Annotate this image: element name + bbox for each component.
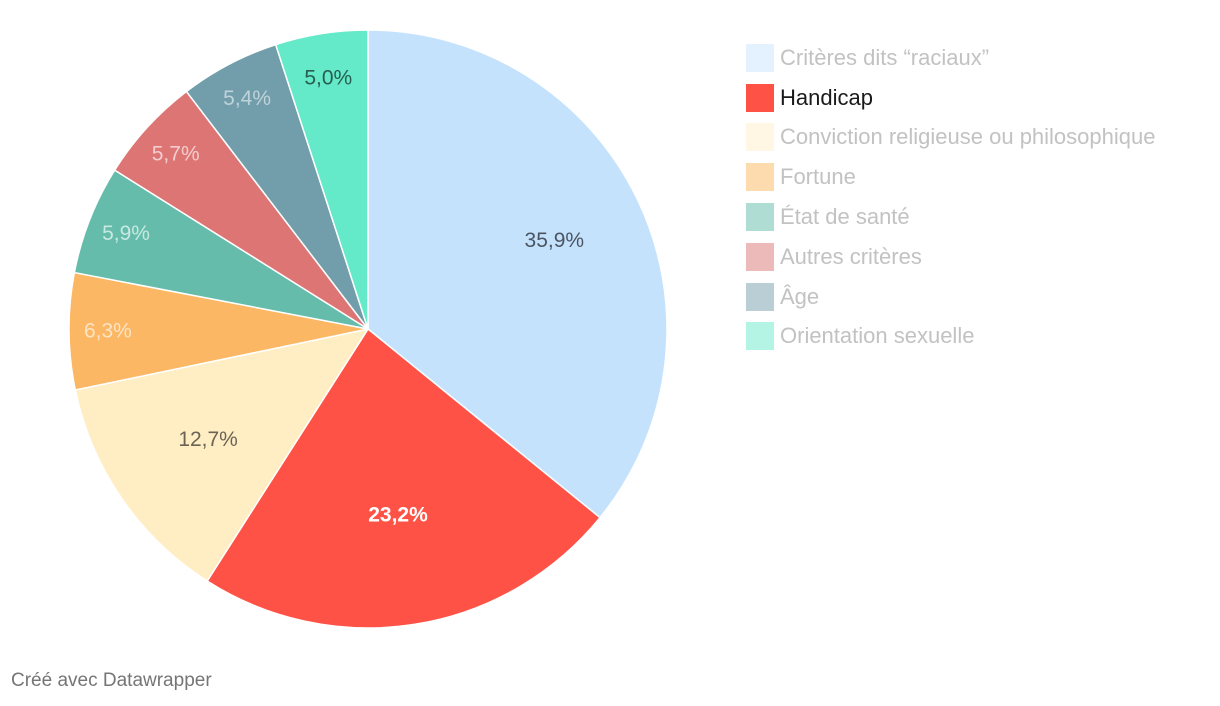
legend-swatch bbox=[746, 123, 774, 152]
legend-swatch bbox=[746, 83, 774, 112]
pie-slice bbox=[74, 328, 369, 582]
pie-slice bbox=[274, 29, 369, 330]
chart-legend: Critères dits “raciaux” Handicap Convictio… bbox=[746, 38, 1216, 356]
legend-swatch bbox=[746, 43, 774, 72]
legend-item: Handicap bbox=[746, 78, 1216, 118]
legend-item: Fortune bbox=[746, 157, 1216, 197]
slice-value-label: 12,7% bbox=[178, 428, 238, 451]
pie-chart: 35,9% 23,2% 12,7% 6,3% 5,9% 5,7% 5,4% 5,0% bbox=[68, 29, 668, 629]
slice-value-label: 35,9% bbox=[525, 229, 585, 252]
legend-item: Âge bbox=[746, 277, 1216, 317]
legend-swatch bbox=[746, 322, 774, 351]
legend-item: Autres critères bbox=[746, 237, 1216, 277]
legend-label: Fortune bbox=[780, 164, 856, 190]
legend-label: Conviction religieuse ou philosophique bbox=[780, 124, 1156, 150]
legend-label: Critères dits “raciaux” bbox=[780, 44, 990, 70]
pie-slice bbox=[206, 328, 601, 629]
slice-value-label: 23,2% bbox=[368, 504, 428, 527]
slice-value-label: 5,0% bbox=[304, 67, 352, 90]
slice-value-label: 6,3% bbox=[84, 320, 132, 343]
legend-swatch bbox=[746, 282, 774, 311]
legend-item: Critères dits “raciaux” bbox=[746, 38, 1216, 78]
legend-swatch bbox=[746, 242, 774, 271]
legend-swatch bbox=[746, 203, 774, 232]
legend-label: Autres critères bbox=[780, 243, 922, 269]
slice-value-label: 5,9% bbox=[102, 222, 150, 245]
legend-label: État de santé bbox=[780, 204, 910, 230]
legend-item: Orientation sexuelle bbox=[746, 317, 1216, 357]
pie-slice bbox=[68, 271, 369, 391]
legend-label: Handicap bbox=[780, 84, 873, 110]
legend-label: Âge bbox=[780, 283, 820, 309]
slice-value-label: 5,7% bbox=[152, 142, 200, 165]
legend-swatch bbox=[746, 163, 774, 192]
footer-credit: Créé avec Datawrapper bbox=[11, 670, 212, 691]
legend-item: Conviction religieuse ou philosophique bbox=[746, 118, 1216, 158]
legend-label: Orientation sexuelle bbox=[780, 323, 975, 349]
legend-item: État de santé bbox=[746, 197, 1216, 237]
pie-slice bbox=[367, 29, 668, 519]
slice-value-label: 5,4% bbox=[223, 87, 271, 110]
